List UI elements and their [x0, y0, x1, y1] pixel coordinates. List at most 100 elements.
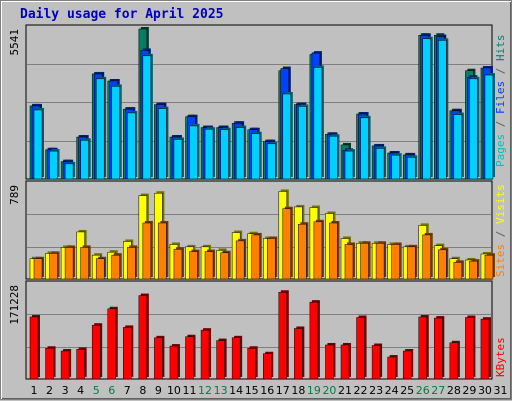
ymax-label: 789 [8, 185, 21, 205]
bar-sites-day-22 [360, 243, 369, 280]
legend-top: Pages / Files / Hits [494, 35, 507, 168]
bar-sites-day-11 [189, 251, 198, 280]
legend-part: / [494, 61, 507, 81]
bar-sites-day-15 [251, 234, 260, 280]
bar-pages-day-27 [438, 40, 447, 180]
bar-kbytes-day-20 [325, 344, 334, 380]
bar-sites-day-16 [267, 238, 276, 280]
bar-sites-day-27 [438, 249, 447, 280]
legend-middle: Sites / Visits [494, 184, 507, 277]
x-tick-day-14: 14 [229, 384, 243, 397]
legend-part: Pages [494, 134, 507, 167]
x-tick-day-26: 26 [416, 384, 430, 397]
bar-sites-day-18 [298, 223, 307, 280]
bar-pages-day-29 [469, 78, 478, 180]
bar-pages-day-19 [313, 67, 323, 180]
x-tick-day-9: 9 [155, 384, 162, 397]
bar-sites-day-7 [127, 247, 136, 280]
x-tick-day-22: 22 [354, 384, 368, 397]
bar-pages-day-22 [360, 117, 369, 180]
bar-pages-day-9 [158, 108, 167, 180]
legend-part: Sites [494, 244, 507, 277]
bar-sites-day-5 [95, 258, 105, 280]
x-tick-day-3: 3 [62, 384, 69, 397]
x-tick-day-4: 4 [77, 384, 84, 397]
bar-kbytes-day-6 [107, 308, 116, 380]
bar-sites-day-13 [220, 252, 229, 280]
x-tick-day-20: 20 [322, 384, 336, 397]
bar-kbytes-day-12 [200, 329, 210, 380]
bar-kbytes-day-18 [294, 328, 303, 380]
x-tick-day-17: 17 [276, 384, 290, 397]
legend-part: Files [494, 81, 507, 114]
panel-kbytes [25, 280, 493, 380]
bar-kbytes-day-21 [340, 344, 350, 380]
bar-sites-day-20 [329, 222, 338, 280]
bar-kbytes-day-16 [263, 353, 272, 380]
legend-bottom: KBytes [494, 337, 507, 377]
bar-kbytes-day-9 [154, 337, 163, 380]
bar-pages-day-24 [391, 154, 400, 180]
page-title: Daily usage for April 2025 [20, 7, 224, 22]
bar-pages-day-21 [344, 150, 354, 180]
bar-sites-day-12 [204, 251, 214, 280]
bar-pages-day-17 [282, 93, 292, 180]
bar-pages-day-11 [189, 125, 198, 180]
x-tick-day-11: 11 [183, 384, 197, 397]
bar-kbytes-day-22 [356, 317, 365, 380]
x-tick-day-10: 10 [167, 384, 181, 397]
x-tick-day-28: 28 [447, 384, 461, 397]
bar-pages-day-23 [375, 148, 385, 180]
bar-pages-day-3 [64, 163, 74, 180]
bar-sites-day-4 [80, 247, 89, 280]
bar-kbytes-day-30 [480, 318, 490, 380]
bar-kbytes-day-26 [418, 316, 427, 380]
x-tick-day-7: 7 [124, 384, 131, 397]
x-tick-day-29: 29 [462, 384, 476, 397]
bar-pages-day-14 [235, 127, 245, 180]
bar-kbytes-day-17 [278, 292, 288, 380]
x-tick-day-13: 13 [214, 384, 228, 397]
bar-sites-day-29 [469, 260, 478, 280]
bar-pages-day-5 [95, 78, 105, 180]
bar-pages-day-8 [142, 55, 152, 180]
bar-kbytes-day-25 [402, 350, 412, 380]
bar-kbytes-day-28 [449, 342, 459, 380]
bar-sites-day-28 [453, 262, 463, 280]
bar-pages-day-13 [220, 129, 229, 180]
bar-kbytes-day-8 [138, 295, 148, 380]
bar-pages-day-15 [251, 133, 260, 180]
bar-kbytes-day-24 [387, 356, 396, 380]
bar-pages-day-7 [127, 112, 136, 180]
x-tick-day-24: 24 [385, 384, 399, 397]
bar-pages-day-12 [204, 128, 214, 180]
legend-part: / [494, 114, 507, 134]
x-tick-day-25: 25 [400, 384, 414, 397]
bar-sites-day-1 [33, 258, 43, 280]
legend-part: KBytes [494, 337, 507, 377]
bar-kbytes-day-5 [91, 324, 101, 380]
bar-sites-day-6 [111, 254, 120, 280]
bar-kbytes-day-29 [465, 317, 474, 380]
bar-kbytes-day-23 [371, 345, 381, 380]
bar-pages-day-25 [406, 157, 416, 180]
bar-sites-day-8 [142, 222, 152, 280]
bar-kbytes-day-4 [76, 349, 85, 380]
bar-kbytes-day-19 [309, 301, 319, 380]
legend-part: / [494, 224, 507, 244]
x-tick-day-5: 5 [93, 384, 100, 397]
x-tick-day-31: 31 [494, 384, 508, 397]
bar-sites-day-10 [173, 248, 183, 280]
x-tick-day-15: 15 [245, 384, 259, 397]
x-tick-day-12: 12 [198, 384, 212, 397]
x-tick-day-30: 30 [478, 384, 492, 397]
bar-kbytes-day-13 [216, 340, 225, 380]
bar-kbytes-day-10 [169, 345, 179, 380]
bar-sites-day-26 [422, 234, 431, 280]
x-tick-day-1: 1 [31, 384, 38, 397]
x-tick-day-18: 18 [291, 384, 305, 397]
bar-pages-day-2 [49, 150, 58, 180]
x-tick-day-8: 8 [139, 384, 146, 397]
bar-kbytes-day-7 [123, 327, 132, 380]
